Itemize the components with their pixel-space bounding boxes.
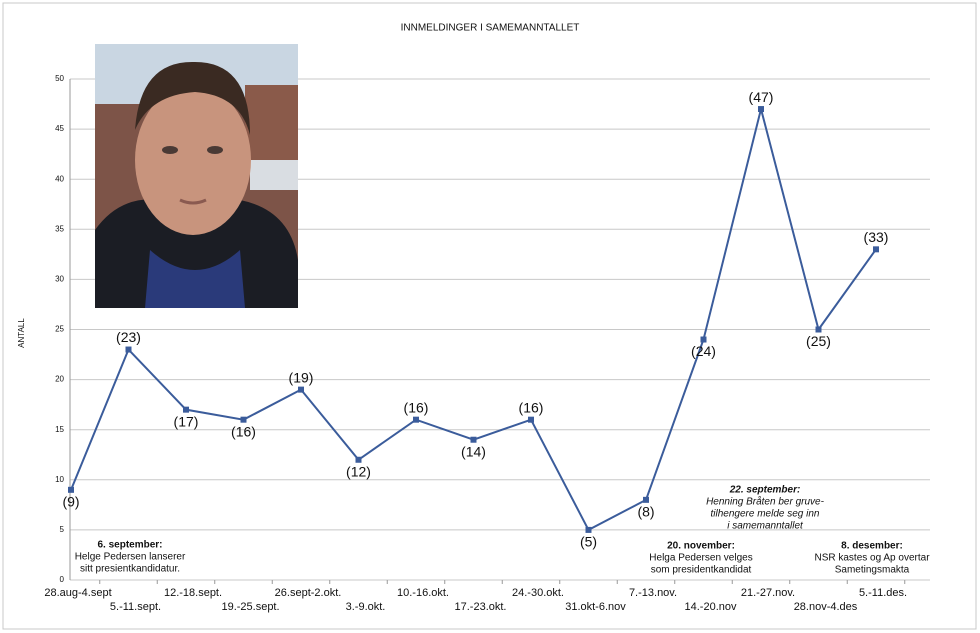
annotation-text: tilhengere melde seg inn [711,509,820,520]
x-tick-label: 3.-9.okt. [346,601,386,613]
value-label: (12) [346,463,371,479]
value-label: (16) [404,399,429,415]
annotation-text: NSR kastes og Ap overtar [814,553,930,564]
y-tick-label: 15 [55,425,64,434]
x-tick-label: 24.-30.okt. [512,587,564,599]
marker [700,336,707,343]
annotation-heading: 8. desember: [841,541,903,552]
annotation-text: som presidentkandidat [651,565,752,576]
value-label: (14) [461,443,486,459]
annotation-text: sitt presientkandidatur. [80,564,180,575]
value-label: (23) [116,329,141,345]
photo [95,44,298,308]
x-tick-label: 28.aug-4.sept [44,587,111,599]
value-label: (47) [749,89,774,105]
y-tick-label: 25 [55,325,64,334]
x-tick-label: 5.-11.sept. [110,601,161,613]
marker [643,496,649,503]
value-label: (9) [62,494,79,510]
y-tick-label: 10 [55,475,64,484]
marker [240,416,247,423]
x-tick-label: 10.-16.okt. [397,587,449,599]
marker [183,406,189,413]
value-label: (16) [231,423,256,439]
x-tick-label: 17.-23.okt. [455,601,507,613]
annotation-heading: 22. september: [729,485,801,496]
value-label: (17) [174,413,199,429]
marker [125,346,132,353]
annotation-heading: 20. november: [667,541,735,552]
x-tick-label: 31.okt-6.nov [565,601,626,613]
x-tick-label: 21.-27.nov. [741,587,795,599]
marker [585,526,592,533]
marker [68,486,74,493]
marker [298,386,304,393]
x-tick-label: 5.-11.des. [859,587,907,599]
marker [815,326,822,333]
value-label: (24) [691,343,716,359]
marker [413,416,419,423]
y-tick-label: 30 [55,275,64,284]
value-label: (33) [864,229,889,245]
marker [873,246,879,253]
value-label: (16) [519,399,544,415]
annotations: 6. september:Helge Pedersen lanserersitt… [75,485,931,576]
marker [355,456,362,463]
y-axis-label: ANTALL [17,318,26,348]
annotation-text: Helga Pedersen velges [649,553,752,564]
y-tick-label: 40 [55,174,64,183]
y-tick-label: 50 [55,74,64,83]
x-tick-label: 12.-18.sept. [164,587,222,599]
x-tick-label: 14.-20.nov [685,601,737,613]
value-label: (5) [580,534,597,550]
annotation-text: Henning Bråten ber gruve- [706,496,825,508]
x-tick-label: 28.nov-4.des [794,601,858,613]
annotation-text: i samemanntallet [727,521,804,532]
value-label: (8) [637,504,654,520]
marker [758,106,764,113]
x-tick-label: 26.sept-2.okt. [275,587,342,599]
y-tick-label: 5 [60,525,65,534]
x-tick-label: 7.-13.nov. [629,587,677,599]
annotation-heading: 6. september: [97,540,162,551]
marker [528,416,534,423]
value-label: (25) [806,333,831,349]
y-tick-label: 20 [55,375,64,384]
y-tick-label: 35 [55,224,64,233]
annotation-text: Sametingsmakta [835,565,910,576]
value-label: (19) [289,369,314,385]
annotation-text: Helge Pedersen lanserer [75,552,186,563]
chart-title: INNMELDINGER I SAMEMANNTALLET [401,23,580,34]
marker [470,436,477,443]
y-tick-label: 45 [55,124,64,133]
y-tick-label: 0 [60,575,65,584]
x-tick-label: 19.-25.sept. [221,601,279,613]
